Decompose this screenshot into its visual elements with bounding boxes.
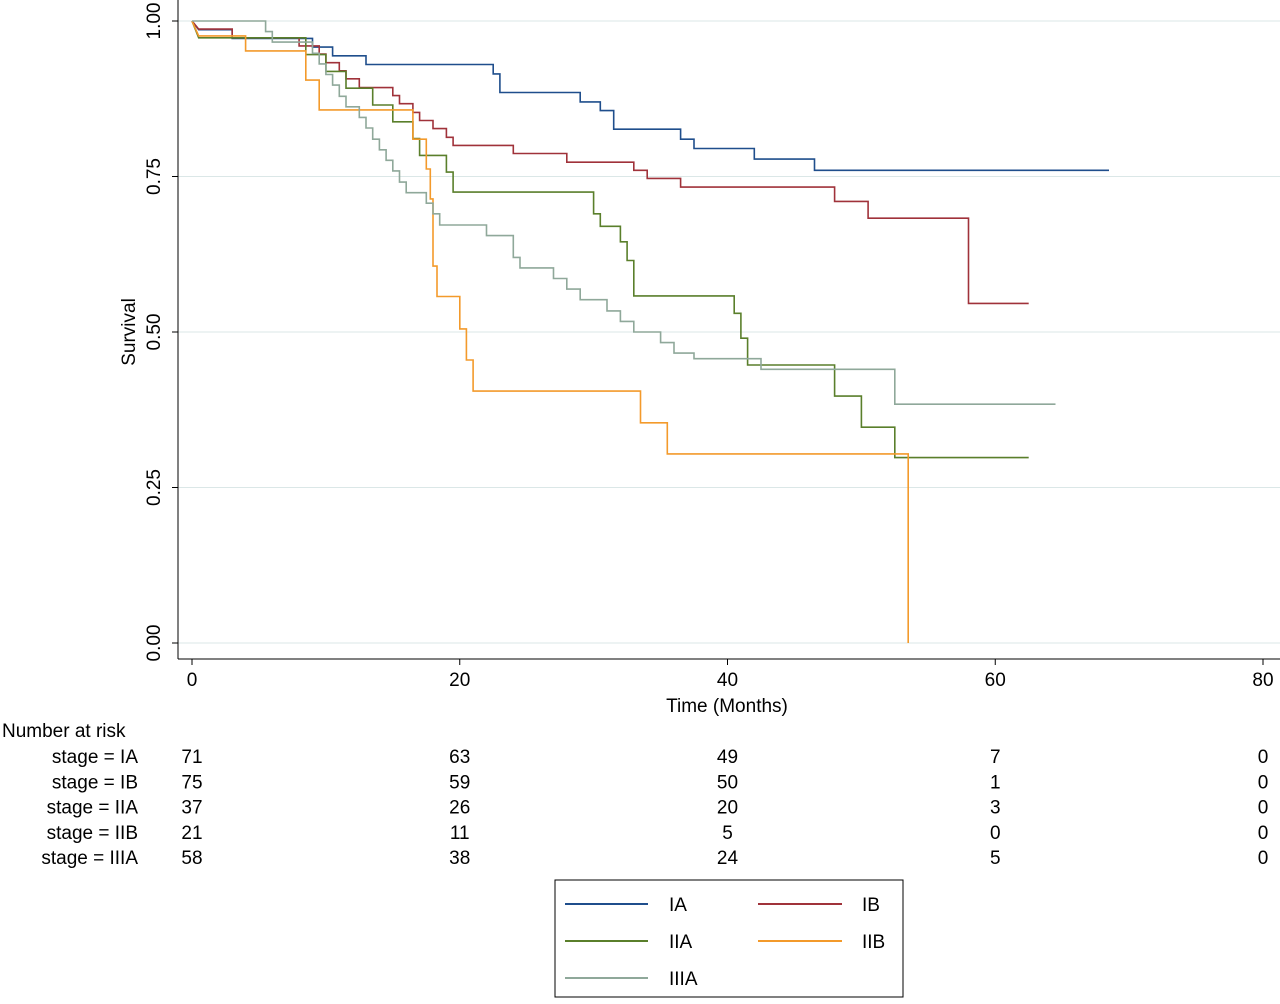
- risk-cell: 63: [449, 747, 470, 768]
- series-line-iib: [191, 20, 910, 643]
- risk-cell: 24: [717, 848, 739, 869]
- risk-cell: 0: [1258, 798, 1269, 819]
- risk-cell: 59: [449, 772, 470, 793]
- risk-cell: 5: [722, 823, 733, 844]
- y-tick-label: 1.00: [144, 3, 165, 40]
- risk-cell: 49: [717, 747, 738, 768]
- x-tick-label: 0: [187, 670, 198, 691]
- risk-cell: 0: [1258, 848, 1269, 869]
- risk-cell: 75: [181, 772, 202, 793]
- series-lines: [191, 20, 1109, 643]
- risk-cell: 0: [1258, 823, 1269, 844]
- risk-cell: 20: [717, 798, 738, 819]
- x-tick-label: 60: [985, 670, 1006, 691]
- y-tick-label: 0.75: [144, 158, 165, 195]
- risk-row-label: stage = IA: [52, 747, 138, 768]
- risk-cell: 58: [181, 848, 202, 869]
- risk-cell: 0: [990, 823, 1001, 844]
- y-tick-label: 0.50: [144, 314, 165, 351]
- y-tick-label: 0.00: [144, 625, 165, 662]
- legend-label-ib: IB: [862, 895, 880, 916]
- risk-cell: 71: [181, 747, 202, 768]
- risk-cell: 37: [181, 798, 202, 819]
- risk-row-label: stage = IIA: [47, 798, 139, 819]
- risk-table-title: Number at risk: [2, 721, 126, 742]
- risk-cell: 3: [990, 798, 1001, 819]
- risk-cell: 7: [990, 747, 1001, 768]
- risk-cell: 21: [181, 823, 202, 844]
- legend-label-ia: IA: [669, 895, 687, 916]
- series-line-iiia: [192, 20, 1056, 406]
- y-tick-label: 0.25: [144, 469, 165, 506]
- legend-box: [554, 879, 904, 998]
- risk-row-label: stage = IIB: [47, 823, 138, 844]
- gridlines: [178, 20, 1280, 644]
- legend-label-iiia: IIIA: [669, 969, 698, 990]
- y-axis-title: Survival: [119, 298, 140, 366]
- risk-cell: 26: [449, 798, 470, 819]
- risk-cell: 5: [990, 848, 1001, 869]
- legend-label-iib: IIB: [862, 932, 885, 953]
- risk-cell: 1: [990, 772, 1001, 793]
- legend: IA IB IIA IIB IIIA: [554, 879, 904, 998]
- risk-row-label: stage = IIIA: [41, 848, 138, 869]
- risk-cell: 0: [1258, 747, 1269, 768]
- series-line-iia: [191, 20, 1029, 459]
- legend-label-iia: IIA: [669, 932, 693, 953]
- x-tick-label: 20: [449, 670, 470, 691]
- risk-table: Number at risk stage = IA 71 63 49 7 0 stage =…: [2, 721, 1268, 869]
- x-tick-label: 80: [1252, 670, 1273, 691]
- risk-cell: 50: [717, 772, 738, 793]
- risk-cell: 38: [449, 848, 470, 869]
- risk-cell: 0: [1258, 772, 1269, 793]
- plot-area: [178, 0, 1280, 659]
- axes: 0.00 0.25 0.50 0.75 1.00 0 20 40 60 80: [144, 0, 1280, 691]
- risk-cell: 11: [450, 823, 470, 844]
- risk-row-label: stage = IB: [52, 772, 138, 793]
- x-axis-title: Time (Months): [666, 696, 788, 717]
- x-tick-label: 40: [717, 670, 738, 691]
